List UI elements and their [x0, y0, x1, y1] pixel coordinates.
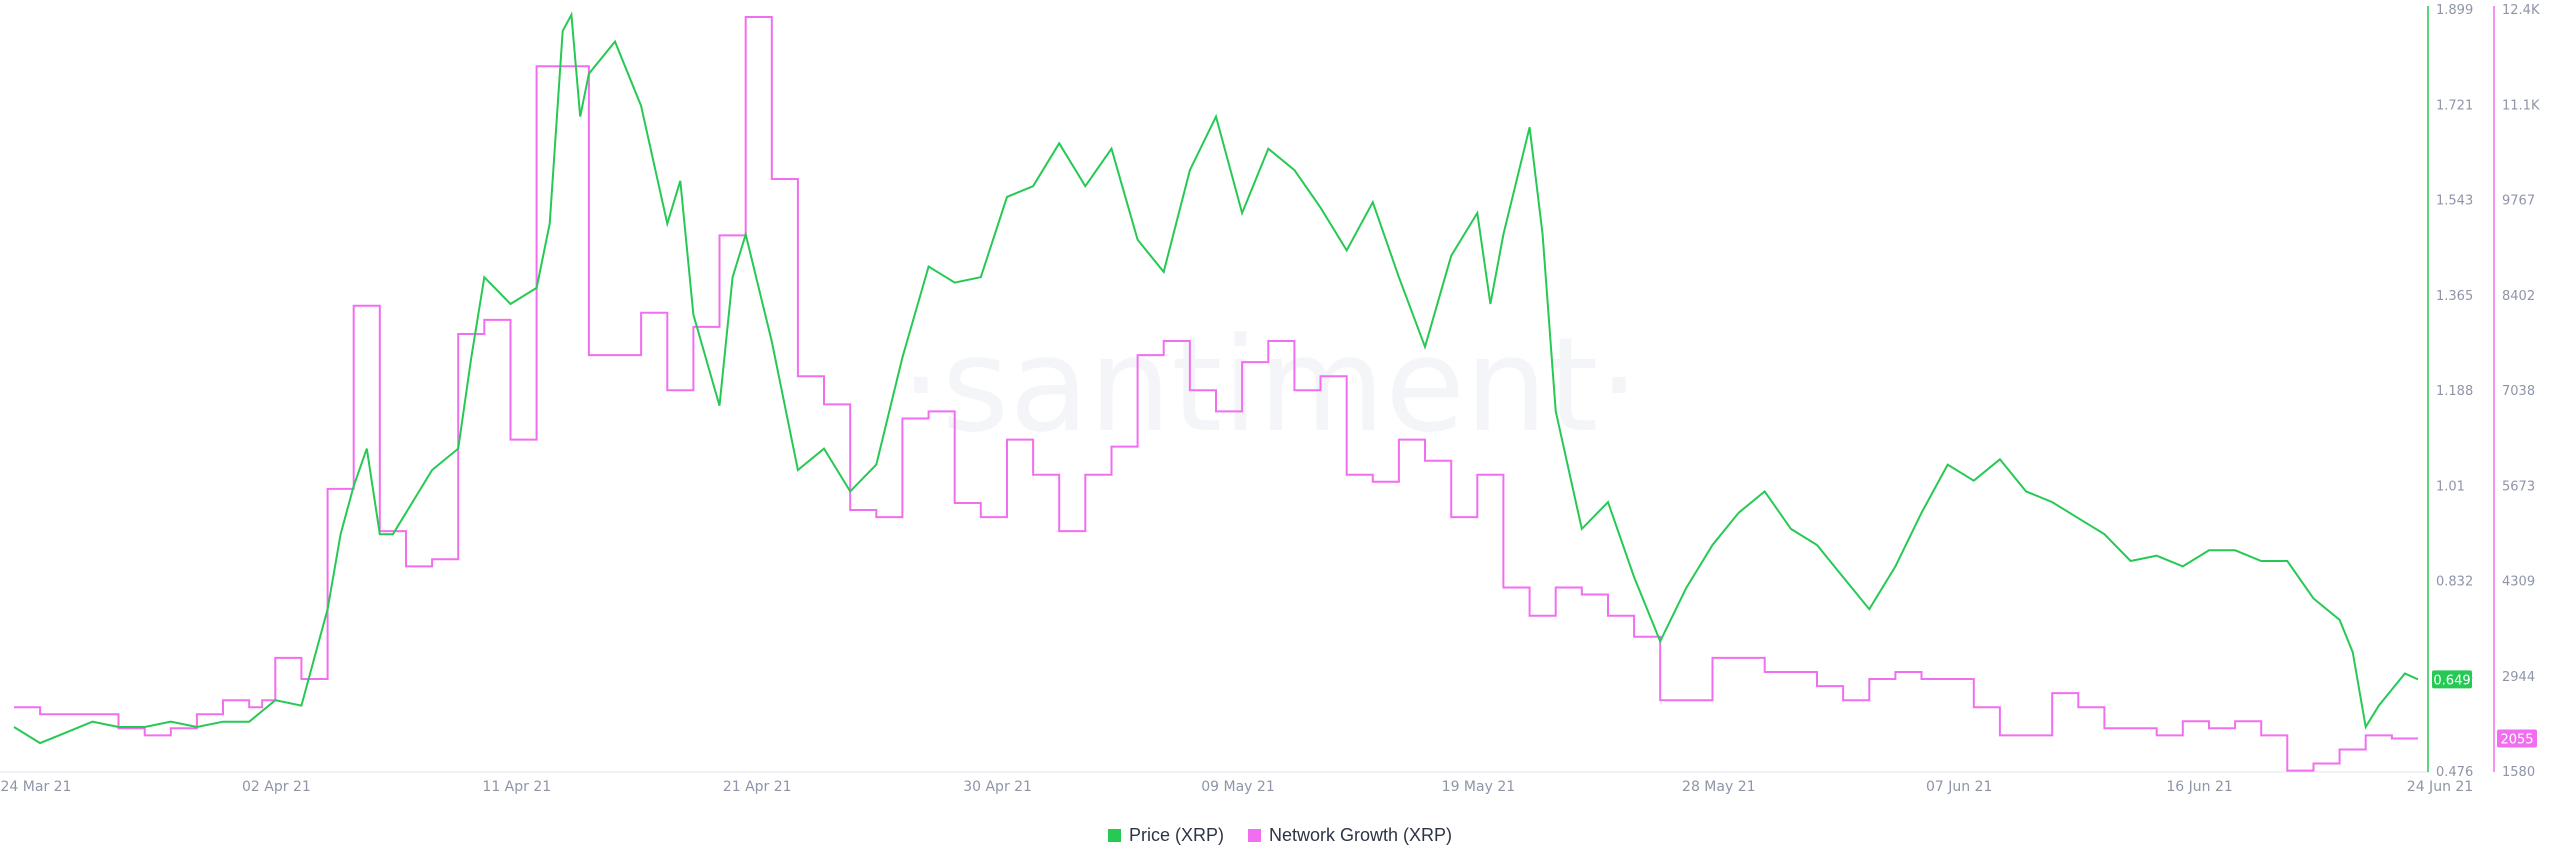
series-line-network-growth: [14, 16, 2418, 772]
price-current-label: 0.649: [2432, 670, 2472, 689]
x-tick-label: 24 Jun 21: [2407, 779, 2473, 795]
legend-swatch-price: [1107, 828, 1121, 842]
y-tick-label: 1.899: [2436, 3, 2473, 18]
y-tick-label: 0.832: [2436, 575, 2473, 590]
price-axis-ticks: 1.8991.7211.5431.3651.1881.010.8320.6540…: [2436, 3, 2473, 780]
y-tick-label: 12.4K: [2502, 3, 2540, 18]
y-tick-label: 9767: [2502, 194, 2535, 209]
y-tick-label: 1.365: [2436, 289, 2473, 304]
growth-axis-ticks: 12.4K 11.1K 9767 8402 7038 5673 4309 2944 1580: [2502, 3, 2540, 780]
series-line-price: [13, 11, 2419, 745]
chart: ·santiment· 24 Mar 21 02 Apr 21 11 Apr 21 2…: [0, 3, 2540, 795]
watermark: ·santiment·: [900, 309, 1640, 461]
y-tick-label: 11.1K: [2502, 98, 2540, 113]
x-tick-label: 30 Apr 21: [963, 779, 1032, 795]
legend-item-network-growth[interactable]: Network Growth (XRP): [1247, 824, 1453, 846]
legend-swatch-network-growth: [1247, 828, 1261, 842]
growth-current-label: 2055: [2497, 729, 2537, 748]
y-tick-label: 4309: [2502, 575, 2535, 590]
y-tick-label: 7038: [2502, 384, 2535, 399]
x-tick-label: 21 Apr 21: [723, 779, 792, 795]
x-tick-label: 16 Jun 21: [2166, 779, 2232, 795]
legend-label-price: Price (XRP): [1128, 824, 1224, 845]
legend-item-price[interactable]: Price (XRP): [1107, 824, 1224, 846]
y-tick-label: 5673: [2502, 479, 2535, 494]
y-tick-label: 0.476: [2436, 765, 2473, 780]
x-tick-label: 11 Apr 21: [482, 779, 551, 795]
y-tick-label: 1.543: [2436, 194, 2473, 209]
x-ticks: 24 Mar 21 02 Apr 21 11 Apr 21 21 Apr 21 30 A…: [1, 779, 2474, 795]
y-tick-label: 1.721: [2436, 98, 2473, 113]
y-tick-label: 2944: [2502, 670, 2535, 685]
y-tick-label: 1580: [2502, 765, 2535, 780]
svg-text:2055: 2055: [2500, 733, 2533, 748]
svg-text:0.649: 0.649: [2433, 673, 2470, 688]
y-tick-label: 8402: [2502, 289, 2535, 304]
x-tick-label: 24 Mar 21: [1, 779, 72, 795]
x-tick-label: 02 Apr 21: [242, 779, 311, 795]
x-tick-label: 07 Jun 21: [1926, 779, 1992, 795]
y-tick-label: 1.01: [2436, 479, 2465, 494]
x-tick-label: 09 May 21: [1201, 779, 1274, 795]
x-tick-label: 19 May 21: [1442, 779, 1515, 795]
y-tick-label: 1.188: [2436, 384, 2473, 399]
x-tick-label: 28 May 21: [1682, 779, 1755, 795]
legend-label-network-growth: Network Growth (XRP): [1268, 824, 1453, 845]
legend: Price (XRP) Network Growth (XRP): [0, 820, 2560, 850]
